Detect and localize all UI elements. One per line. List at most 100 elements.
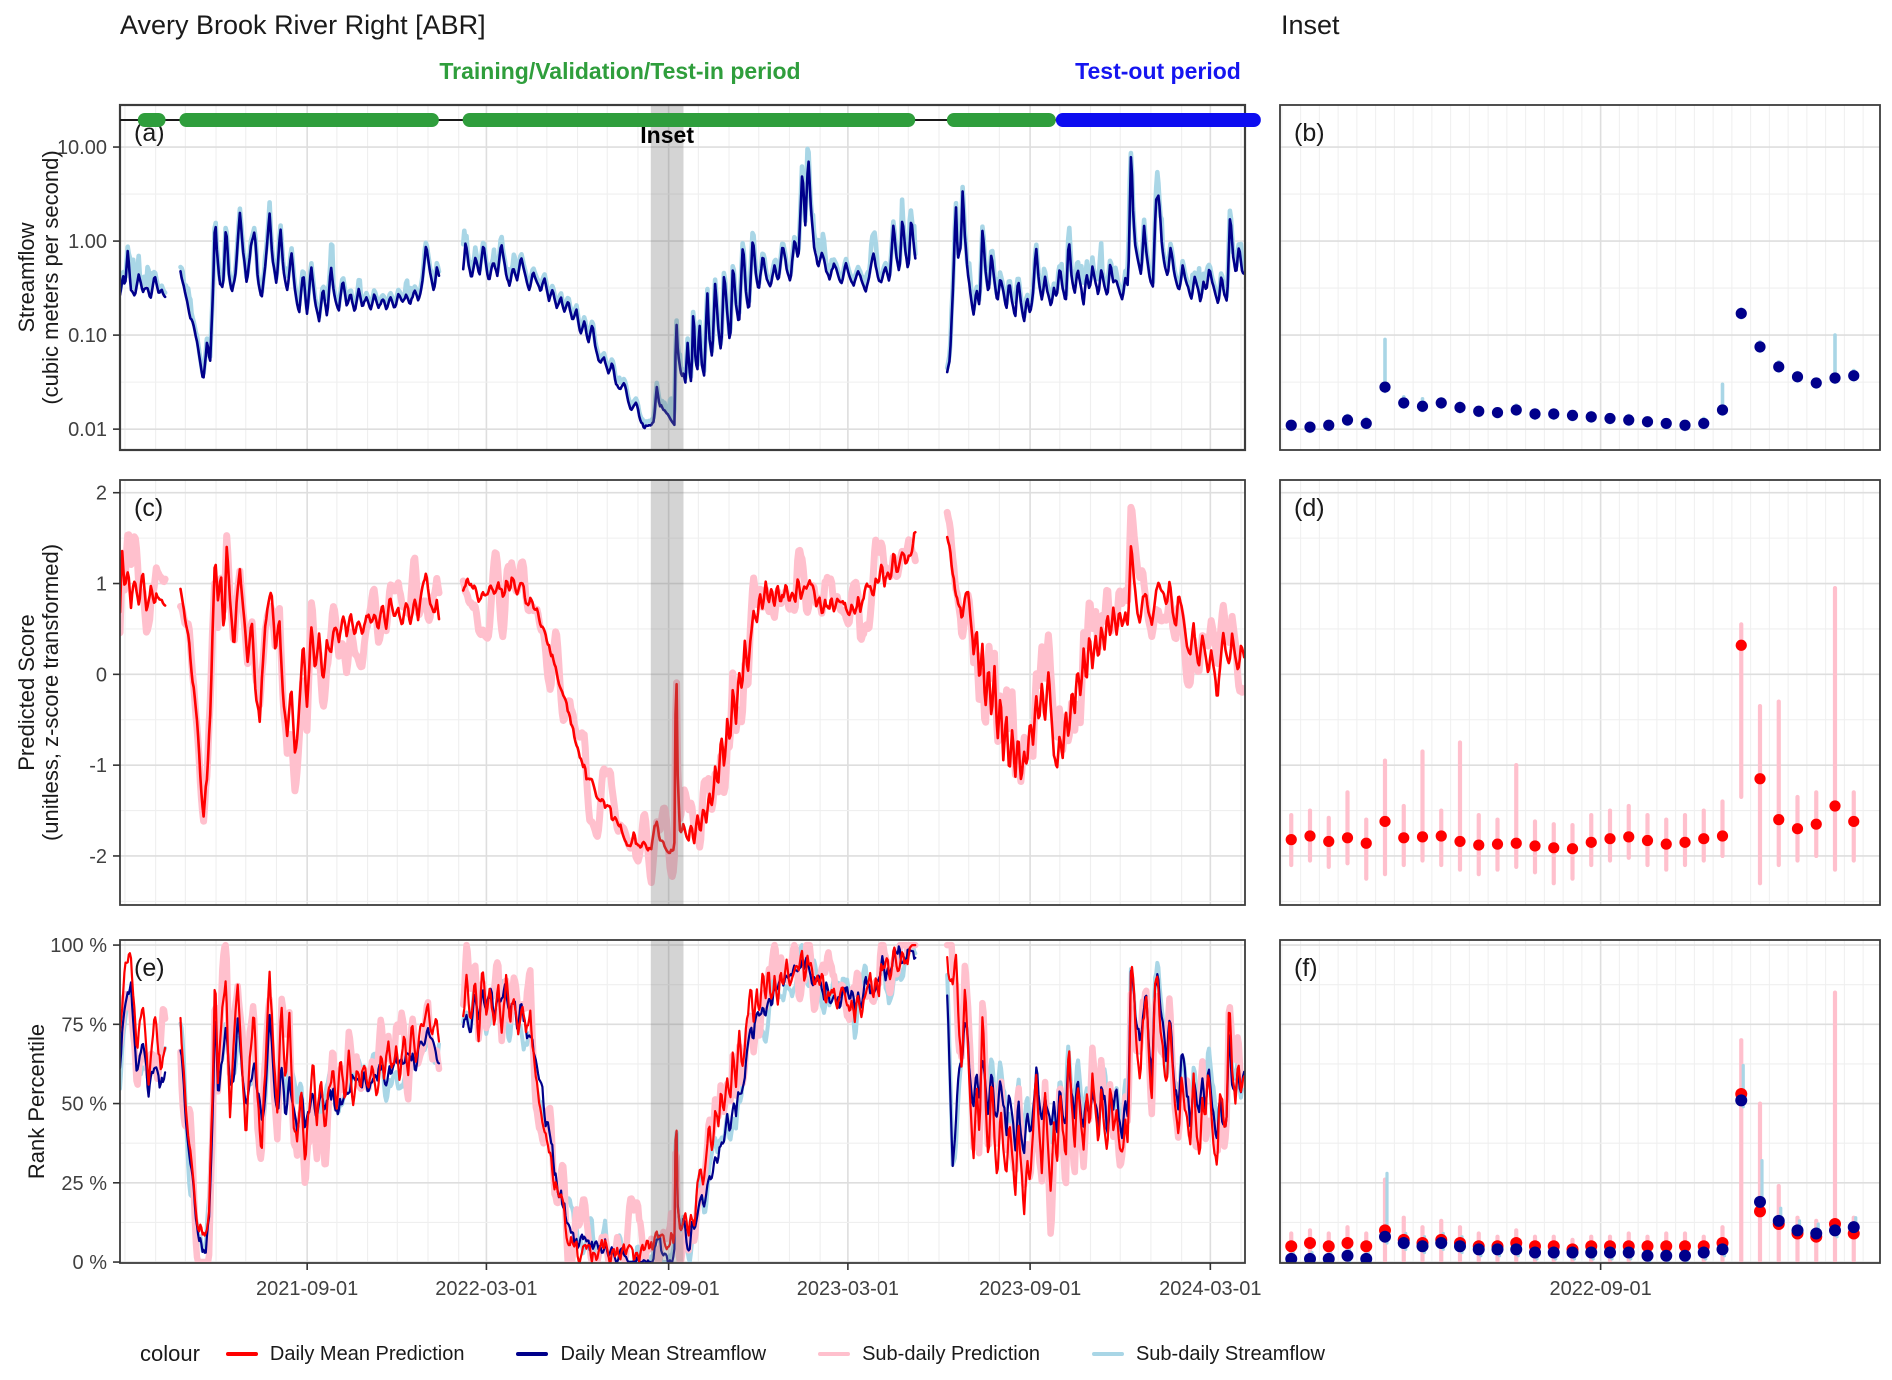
daily-streamflow-dot xyxy=(1585,1246,1598,1259)
panel-f xyxy=(1280,940,1880,1263)
daily-streamflow-dot xyxy=(1772,1214,1785,1227)
legend-item-daily-mean-prediction: Daily Mean Prediction xyxy=(225,1343,464,1366)
daily-prediction-dot xyxy=(1379,815,1391,828)
series-daily-prediction-rank xyxy=(462,944,917,1263)
inset-band-c xyxy=(650,480,684,905)
x-tick-label: 2022-03-01 xyxy=(435,1278,537,1300)
testout-period-label: Test-out period xyxy=(1075,58,1241,84)
daily-streamflow-dot xyxy=(1529,408,1541,420)
daily-streamflow-dot xyxy=(1679,419,1691,431)
daily-streamflow-dot xyxy=(1285,1252,1298,1263)
series-daily-streamflow-rank xyxy=(462,945,917,1263)
daily-prediction-dot xyxy=(1754,773,1766,785)
x-tick-label: 2024-03-01 xyxy=(1159,1278,1261,1300)
daily-prediction-dot xyxy=(1360,1240,1373,1253)
daily-prediction-dot xyxy=(1623,831,1635,843)
series-daily-streamflow-rank xyxy=(120,981,167,1098)
y-tick-label: 2 xyxy=(96,483,107,505)
daily-prediction-dot xyxy=(1454,835,1466,848)
daily-streamflow-dot xyxy=(1660,417,1672,430)
daily-prediction-dot xyxy=(1341,1237,1354,1250)
daily-prediction-dot xyxy=(1323,835,1335,848)
daily-streamflow-dot xyxy=(1472,1243,1485,1256)
training-period-bar-segment xyxy=(946,113,1056,127)
x-tick-label: 2023-09-01 xyxy=(979,1278,1081,1300)
daily-prediction-dot xyxy=(1660,838,1672,850)
daily-streamflow-dot xyxy=(1679,1249,1691,1262)
legend-item-sub-daily-streamflow: Sub-daily Streamflow xyxy=(1091,1342,1325,1366)
series-daily-mean-streamflow xyxy=(461,160,917,430)
panel-border-b xyxy=(1279,104,1881,451)
daily-streamflow-dot xyxy=(1510,404,1522,416)
series-daily-mean-prediction xyxy=(120,549,167,614)
y-tick-label: 75 % xyxy=(61,1014,107,1036)
daily-streamflow-dot xyxy=(1829,1224,1841,1237)
y-tick-label: 0.10 xyxy=(68,325,107,347)
daily-streamflow-dot xyxy=(1397,1237,1410,1250)
series-daily-prediction-rank xyxy=(120,952,167,1086)
daily-streamflow-dot xyxy=(1491,406,1504,419)
daily-prediction-dot xyxy=(1435,830,1447,842)
legend-item-sub-daily-prediction: Sub-daily Prediction xyxy=(818,1343,1040,1366)
x-tick-label: 2022-09-01 xyxy=(617,1278,719,1300)
daily-streamflow-dot xyxy=(1323,419,1335,431)
daily-streamflow-dot xyxy=(1304,421,1316,433)
daily-streamflow-dot xyxy=(1547,1246,1560,1259)
y-tick-label: 10.00 xyxy=(57,137,107,159)
daily-prediction-dot xyxy=(1548,842,1560,854)
daily-streamflow-dot xyxy=(1604,1246,1616,1259)
y-tick-label: 1.00 xyxy=(68,231,107,253)
training-period-bar-segment xyxy=(179,113,439,127)
series-subdaily-prediction-rank xyxy=(120,990,169,1088)
y-tick-label: 100 % xyxy=(50,935,107,957)
daily-streamflow-dot xyxy=(1341,1249,1354,1262)
daily-streamflow-dot xyxy=(1529,1246,1541,1259)
daily-streamflow-dot xyxy=(1566,409,1579,421)
panel-letter-f: (f) xyxy=(1294,954,1318,982)
legend: colour Daily Mean Prediction Daily Mean S… xyxy=(140,1336,1377,1372)
panel-border-f xyxy=(1279,939,1881,1264)
daily-prediction-dot xyxy=(1660,1240,1673,1253)
daily-streamflow-dot xyxy=(1435,397,1447,409)
daily-prediction-dot xyxy=(1473,839,1485,851)
panel-border-e xyxy=(119,939,1246,1264)
y-axis-title-a: Streamflow xyxy=(14,222,39,332)
daily-streamflow-dot xyxy=(1341,414,1354,426)
daily-prediction-dot xyxy=(1491,838,1504,850)
daily-prediction-dot xyxy=(1510,837,1522,849)
training-period-label: Training/Validation/Test-in period xyxy=(439,58,801,84)
panel-border-c xyxy=(119,479,1246,906)
series-daily-mean-streamflow xyxy=(120,249,167,299)
daily-streamflow-dot xyxy=(1398,397,1410,409)
legend-title: colour xyxy=(140,1341,200,1366)
daily-streamflow-dot xyxy=(1360,1252,1373,1263)
y-tick-label: 50 % xyxy=(61,1094,107,1116)
daily-streamflow-dot xyxy=(1810,1227,1823,1240)
daily-streamflow-dot xyxy=(1585,411,1597,423)
daily-prediction-dot xyxy=(1791,823,1804,835)
panel-c xyxy=(120,480,1245,905)
daily-streamflow-dot xyxy=(1548,408,1560,420)
series-subdaily-prediction-rank xyxy=(177,941,443,1263)
daily-prediction-dot xyxy=(1679,836,1691,848)
daily-prediction-dot xyxy=(1304,830,1316,842)
daily-streamflow-dot xyxy=(1473,405,1485,417)
daily-streamflow-dot xyxy=(1566,1246,1579,1259)
daily-prediction-dot xyxy=(1360,837,1372,849)
y-axis-title-c: (unitless, z-score transformed) xyxy=(38,544,63,841)
series-subdaily-prediction-rank xyxy=(943,941,1245,1237)
daily-streamflow-dot xyxy=(1641,416,1654,428)
daily-streamflow-dot xyxy=(1754,1195,1766,1208)
daily-streamflow-dot xyxy=(1847,1221,1860,1234)
daily-streamflow-dot xyxy=(1416,1240,1429,1253)
daily-prediction-dot xyxy=(1754,1205,1766,1218)
y-tick-label: 0 % xyxy=(73,1252,108,1274)
legend-key-line xyxy=(225,1352,258,1356)
panel-letter-d: (d) xyxy=(1294,494,1325,522)
daily-prediction-dot xyxy=(1285,1240,1298,1253)
y-tick-label: 0 xyxy=(96,664,107,686)
daily-streamflow-dot xyxy=(1622,1246,1635,1259)
daily-prediction-dot xyxy=(1773,814,1785,826)
legend-item-label: Sub-daily Streamflow xyxy=(1135,1342,1325,1365)
